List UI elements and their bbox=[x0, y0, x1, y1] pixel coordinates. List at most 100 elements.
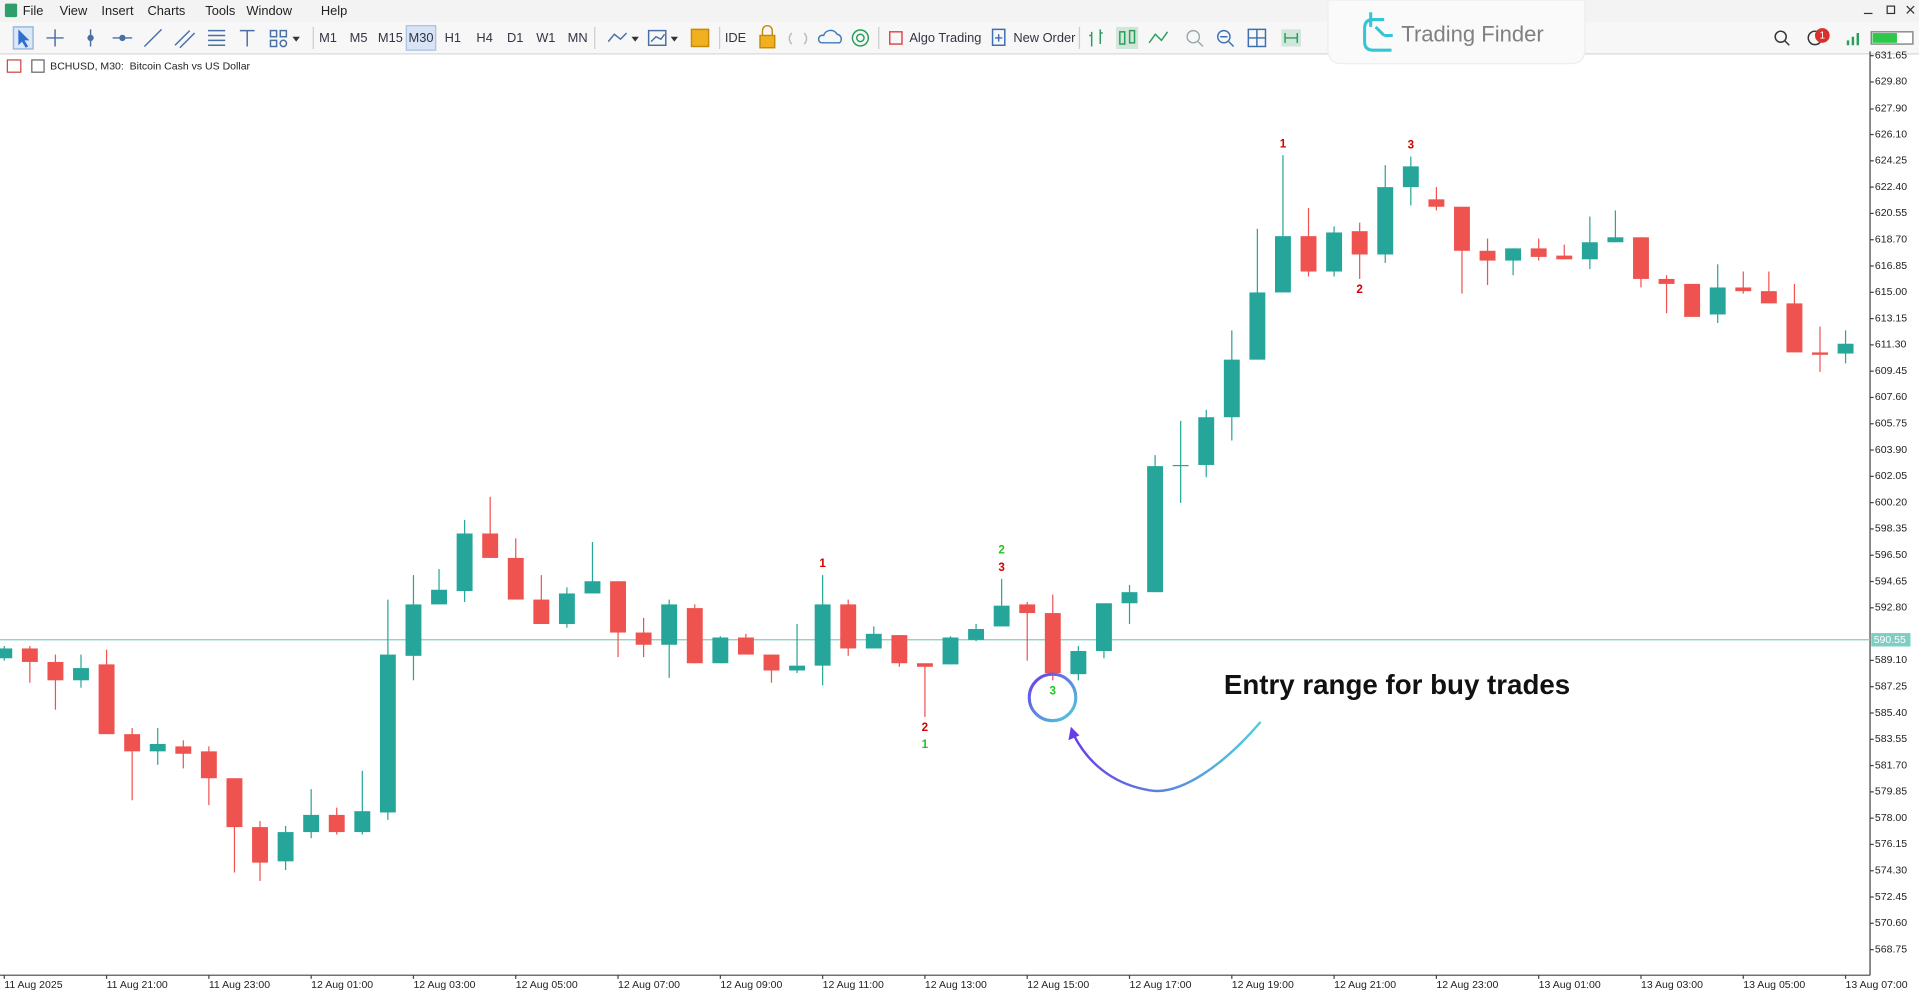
candle-body bbox=[558, 593, 575, 625]
candle-body bbox=[328, 814, 345, 833]
notification-badge bbox=[1814, 28, 1830, 43]
candle-body bbox=[1709, 287, 1726, 315]
candle-body bbox=[1172, 464, 1189, 467]
x-tick-label: 11 Aug 21:00 bbox=[107, 979, 168, 991]
y-tick-label: 583.55 bbox=[1875, 733, 1907, 745]
candle-body bbox=[610, 581, 627, 633]
timeframe-button[interactable]: M15 bbox=[378, 30, 403, 45]
menu-item[interactable]: Help bbox=[321, 3, 347, 18]
candle-body bbox=[1326, 232, 1343, 272]
candle-body bbox=[431, 589, 447, 605]
y-tick-label: 609.45 bbox=[1875, 365, 1907, 377]
x-tick-label: 12 Aug 19:00 bbox=[1232, 979, 1294, 991]
y-tick-label: 592.80 bbox=[1875, 602, 1907, 614]
y-tick-label: 605.75 bbox=[1875, 418, 1907, 430]
y-tick-label: 579.85 bbox=[1875, 786, 1907, 798]
y-tick-label: 624.25 bbox=[1875, 155, 1907, 167]
candle-body bbox=[712, 637, 729, 664]
x-tick-label: 13 Aug 05:00 bbox=[1743, 979, 1805, 991]
x-tick-label: 12 Aug 23:00 bbox=[1436, 979, 1498, 991]
candle-body bbox=[942, 637, 959, 665]
signal-label: 3 bbox=[1408, 139, 1415, 152]
axes: 631.65 629.80 627.90 626.10 624.25 622.40 620.… bbox=[3, 49, 1911, 991]
candle-body bbox=[1351, 231, 1368, 255]
candle-body bbox=[456, 533, 473, 592]
signal-label: 3 bbox=[998, 561, 1005, 574]
candle-body bbox=[226, 778, 243, 828]
candle-body bbox=[1454, 206, 1470, 251]
candle-body bbox=[1684, 283, 1701, 317]
y-tick-label: 574.30 bbox=[1875, 865, 1907, 877]
candle-body bbox=[1428, 199, 1445, 207]
y-tick-label: 585.40 bbox=[1875, 707, 1907, 719]
x-tick-label: 12 Aug 21:00 bbox=[1334, 979, 1396, 991]
candle-body bbox=[98, 664, 115, 735]
y-tick-label: 616.85 bbox=[1875, 260, 1907, 272]
signal-label: 1 bbox=[819, 557, 826, 570]
candle-body bbox=[1402, 166, 1419, 188]
candle-body bbox=[916, 663, 933, 667]
candle-body bbox=[149, 743, 166, 752]
candle-body bbox=[635, 632, 652, 645]
app-icon bbox=[4, 3, 18, 18]
highlight-circle bbox=[1027, 672, 1078, 723]
y-tick-label: 603.90 bbox=[1875, 444, 1907, 456]
signal-label: 1 bbox=[922, 738, 929, 751]
candle-body bbox=[1505, 248, 1522, 261]
x-tick-label: 12 Aug 11:00 bbox=[823, 979, 884, 991]
menu-item[interactable]: Tools bbox=[205, 3, 235, 18]
timeframe-button[interactable]: M5 bbox=[350, 30, 368, 45]
timeframe-button[interactable]: M30 bbox=[409, 30, 434, 45]
x-tick-label: 12 Aug 17:00 bbox=[1130, 979, 1192, 991]
candle-body bbox=[0, 648, 13, 659]
timeframe-button[interactable]: D1 bbox=[507, 30, 523, 45]
y-tick-label: 629.80 bbox=[1875, 76, 1907, 88]
x-tick-label: 11 Aug 23:00 bbox=[209, 979, 270, 991]
timeframe-button[interactable]: MN bbox=[568, 30, 588, 45]
toolbar-button[interactable]: Algo Trading bbox=[909, 30, 981, 45]
x-tick-label: 12 Aug 01:00 bbox=[311, 979, 373, 991]
candle-body bbox=[1607, 237, 1624, 243]
timeframe-button[interactable]: M1 bbox=[319, 30, 337, 45]
x-tick-label: 12 Aug 05:00 bbox=[516, 979, 578, 991]
y-tick-label: 607.60 bbox=[1875, 391, 1907, 403]
y-tick-label: 615.00 bbox=[1875, 286, 1907, 298]
y-tick-label: 598.35 bbox=[1875, 523, 1907, 535]
candle-body bbox=[1633, 237, 1649, 279]
candle-body bbox=[737, 637, 754, 655]
menu-item[interactable]: Insert bbox=[101, 3, 134, 18]
menu-item[interactable]: View bbox=[60, 3, 88, 18]
timeframe-button[interactable]: H1 bbox=[445, 30, 461, 45]
logo: Trading Finder bbox=[1327, 0, 1586, 65]
signal-label: 1 bbox=[1280, 137, 1287, 150]
candle-body bbox=[533, 599, 550, 625]
candle-body bbox=[1735, 287, 1752, 292]
candle-body bbox=[47, 661, 64, 681]
candle-body bbox=[1786, 303, 1803, 353]
menu-item[interactable]: Charts bbox=[148, 3, 186, 18]
candle-body bbox=[303, 814, 320, 833]
menu-item[interactable]: File bbox=[23, 3, 44, 18]
x-tick-label: 12 Aug 03:00 bbox=[413, 979, 475, 991]
y-tick-label: 602.05 bbox=[1875, 470, 1907, 482]
candle-body bbox=[252, 827, 268, 863]
timeframe-button[interactable]: H4 bbox=[476, 30, 492, 45]
y-tick-label: 589.10 bbox=[1875, 654, 1907, 666]
timeframe-button[interactable]: W1 bbox=[536, 30, 555, 45]
x-tick-label: 13 Aug 07:00 bbox=[1846, 979, 1908, 991]
menu-item[interactable]: Window bbox=[246, 3, 292, 18]
window-controls bbox=[1863, 5, 1915, 15]
toolbar-button[interactable]: New Order bbox=[1013, 30, 1076, 45]
timeframe-active bbox=[405, 25, 437, 51]
candle-body bbox=[1274, 236, 1291, 293]
x-tick-label: 11 Aug 2025 bbox=[4, 979, 62, 991]
signal-label: 2 bbox=[1356, 283, 1362, 296]
candle-body bbox=[175, 746, 192, 754]
y-tick-label: 576.15 bbox=[1875, 838, 1907, 850]
y-tick-label: 618.70 bbox=[1875, 233, 1907, 245]
candle-body bbox=[789, 665, 806, 671]
candle-body bbox=[1300, 236, 1317, 272]
toolbar-button[interactable]: IDE bbox=[725, 30, 746, 45]
signal-label: 2 bbox=[998, 544, 1004, 557]
